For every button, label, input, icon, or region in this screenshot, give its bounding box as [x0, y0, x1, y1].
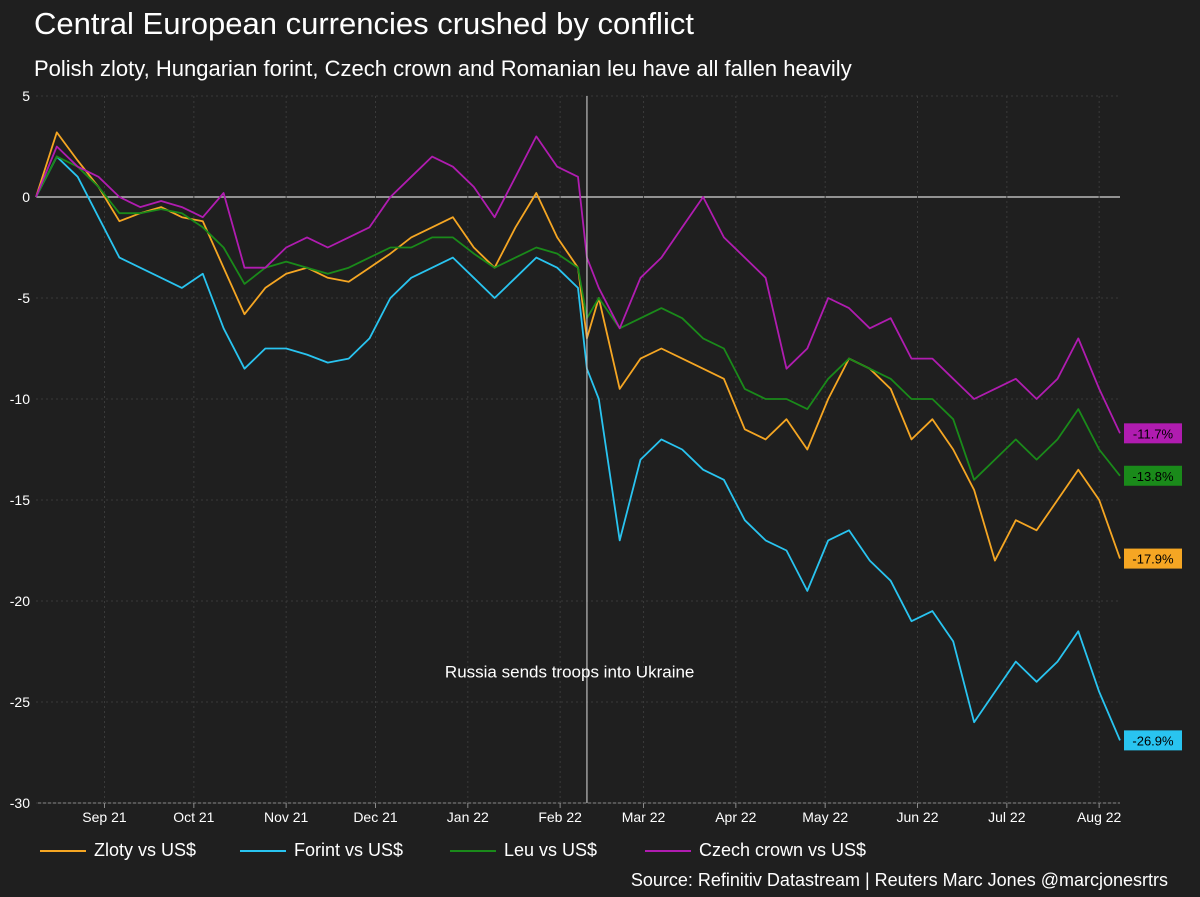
end-value-label: -11.7%: [1133, 426, 1174, 441]
x-axis: Sep 21 Oct 21 Nov 21 Dec 21 Jan 22 Feb 22 Mar …: [82, 803, 1122, 825]
x-tick-label: Dec 21: [353, 809, 398, 825]
end-labels: -17.9% -26.9% -13.8% -11.7%: [1124, 423, 1182, 751]
chart-subtitle: Polish zloty, Hungarian forint, Czech cr…: [34, 56, 852, 81]
x-tick-label: Aug 22: [1077, 809, 1122, 825]
x-tick-label: Jun 22: [896, 809, 938, 825]
series-line-zloty-vs-us: [35, 131, 1121, 562]
end-label-box: [1124, 423, 1182, 444]
end-label-box: [1124, 548, 1182, 569]
legend-swatch: [240, 849, 286, 852]
legend-label: Leu vs US$: [504, 840, 598, 860]
end-label-box: [1124, 730, 1182, 751]
series-line-leu-vs-us: [35, 155, 1121, 481]
end-value-label: -26.9%: [1132, 733, 1174, 748]
legend-item: Forint vs US$: [240, 840, 403, 861]
y-tick-label: -15: [10, 492, 30, 508]
legend-swatch: [645, 849, 691, 852]
source-credit: Source: Refinitiv Datastream | Reuters M…: [630, 870, 1168, 890]
y-axis: 5 0 -5 -10 -15 -20 -25 -30: [10, 88, 30, 811]
x-tick-label: Mar 22: [622, 809, 666, 825]
y-tick-label: -5: [18, 290, 31, 306]
x-tick-label: Jul 22: [988, 809, 1026, 825]
series-lines: [35, 131, 1121, 741]
x-tick-label: Sep 21: [82, 809, 127, 825]
x-tick-label: Nov 21: [264, 809, 309, 825]
end-value-label: -13.8%: [1132, 469, 1174, 484]
legend-item: Zloty vs US$: [40, 840, 196, 861]
chart-title: Central European currencies crushed by c…: [34, 6, 694, 41]
annotation-text: Russia sends troops into Ukraine: [445, 663, 694, 682]
end-label-box: [1124, 465, 1182, 486]
legend-label: Forint vs US$: [294, 840, 404, 860]
y-tick-label: -10: [10, 391, 30, 407]
legend: Zloty vs US$ Forint vs US$ Leu vs US$ Czech…: [40, 840, 1140, 866]
legend-item: Leu vs US$: [450, 840, 597, 861]
y-tick-label: -20: [10, 593, 30, 609]
y-tick-label: -25: [10, 694, 30, 710]
x-tick-label: Jan 22: [447, 809, 489, 825]
x-tick-label: Oct 21: [173, 809, 214, 825]
y-tick-label: -30: [10, 795, 30, 811]
y-tick-label: 5: [22, 88, 30, 104]
series-line-czech-crown-vs-us: [35, 135, 1121, 434]
x-tick-label: Apr 22: [715, 809, 756, 825]
end-value-label: -17.9%: [1132, 552, 1174, 567]
y-tick-label: 0: [22, 189, 30, 205]
series-line-forint-vs-us: [35, 155, 1121, 741]
grid-lines: [36, 95, 1120, 804]
annotations: Russia sends troops into Ukraine: [445, 96, 694, 803]
legend-label: Zloty vs US$: [94, 840, 197, 860]
legend-swatch: [40, 849, 86, 852]
x-tick-label: Feb 22: [538, 809, 582, 825]
legend-item: Czech crown vs US$: [645, 840, 866, 861]
legend-swatch: [450, 849, 496, 852]
x-tick-label: May 22: [802, 809, 848, 825]
legend-label: Czech crown vs US$: [699, 840, 867, 860]
